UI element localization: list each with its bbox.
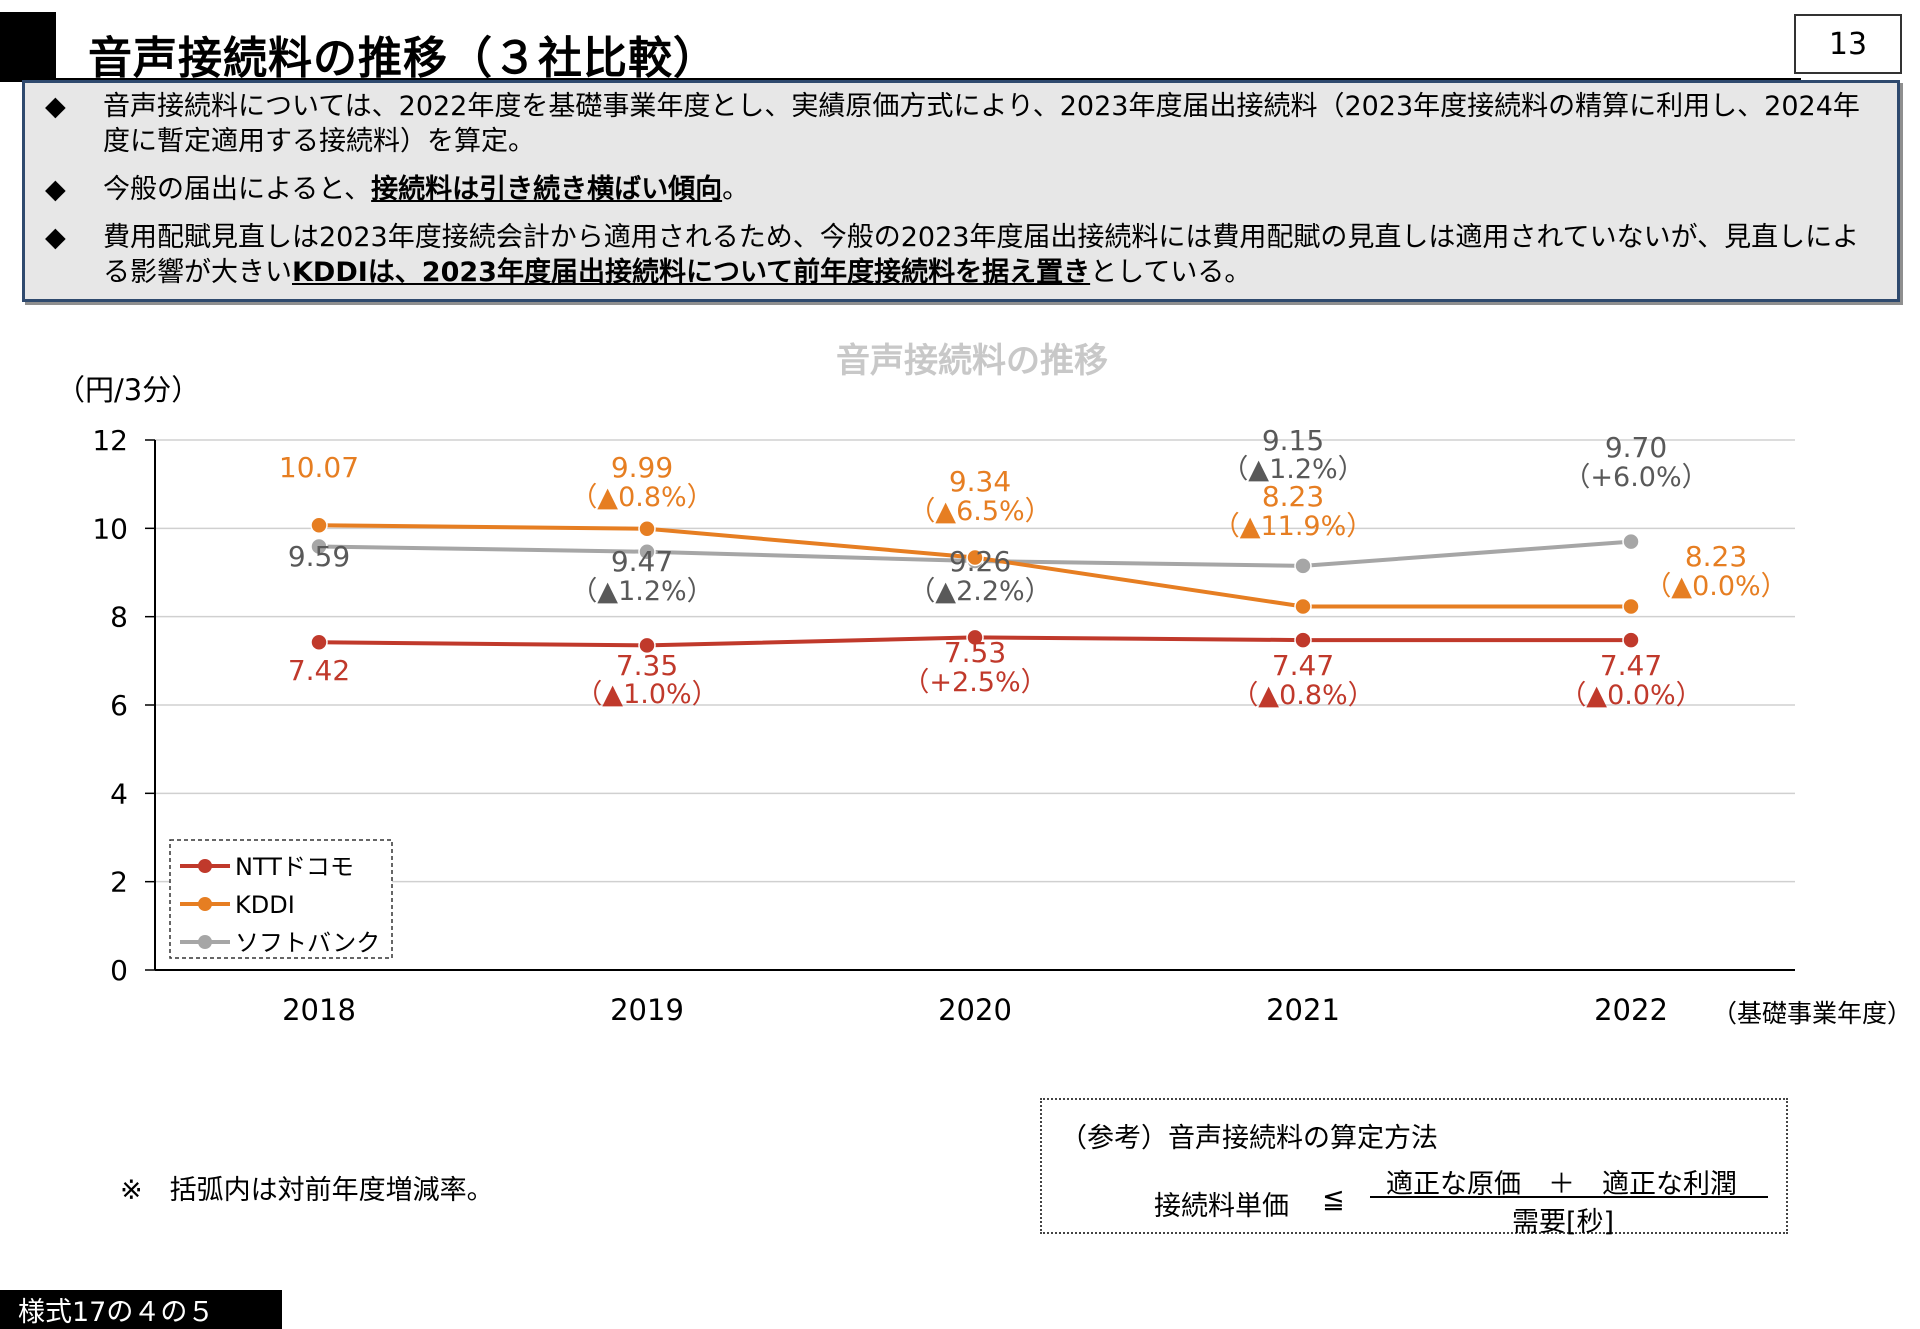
change-label: （▲6.5%） (908, 496, 1051, 527)
form-number-stamp: 様式17の４の５ (0, 1290, 282, 1329)
legend-marker (198, 897, 212, 911)
data-label: 10.07 (279, 451, 359, 484)
data-label: 9.15 (1262, 424, 1324, 457)
data-point (638, 520, 656, 538)
change-label: （▲11.9%） (1213, 511, 1374, 542)
data-point (1294, 557, 1312, 575)
x-tick-label: 2019 (610, 993, 684, 1027)
page-title: 音声接続料の推移（３社比較） (88, 33, 718, 84)
legend-label: KDDI (235, 891, 295, 919)
y-tick-label: 8 (110, 601, 128, 634)
data-point (966, 628, 984, 647)
formula-numerator: 適正な原価 ＋ 適正な利潤 (1386, 1169, 1737, 1200)
data-label: 7.35 (616, 649, 678, 682)
data-label: 9.26 (949, 545, 1011, 578)
bullet-text: 費用配賦見直しは2023年度接続会計から適用されるため、今般の2023年度届出接… (103, 220, 1871, 290)
data-point (310, 537, 328, 556)
summary-bullet-2: ◆ 今般の届出によると、接続料は引き続き横ばい傾向。 (45, 172, 1871, 207)
bullet-text-emphasis: 接続料は引き続き横ばい傾向 (371, 174, 723, 205)
data-label: 8.23 (1685, 540, 1747, 573)
data-label: 7.42 (288, 654, 350, 687)
y-tick-label: 6 (110, 689, 128, 722)
data-point (1622, 532, 1640, 551)
summary-bullet-3: ◆ 費用配賦見直しは2023年度接続会計から適用されるため、今般の2023年度届… (45, 220, 1871, 290)
data-point (310, 633, 328, 652)
formula-denominator: 需要[秒] (1512, 1207, 1615, 1238)
data-label: 9.70 (1605, 431, 1667, 464)
bullet-text-emphasis: KDDIは、2023年度届出接続料について前年度接続料を据え置き (292, 257, 1091, 288)
change-label: （▲1.0%） (575, 679, 718, 710)
data-label: 9.47 (611, 545, 673, 578)
bullet-text-post: としている。 (1090, 257, 1252, 288)
bullet-text: 音声接続料については、2022年度を基礎事業年度とし、実績原価方式により、202… (103, 91, 1860, 157)
legend-label: NTTドコモ (235, 853, 354, 881)
x-tick-label: 2021 (1266, 993, 1340, 1027)
data-label: 9.59 (288, 540, 350, 573)
summary-bullet-1: ◆ 音声接続料については、2022年度を基礎事業年度とし、実績原価方式により、2… (45, 89, 1871, 159)
data-point (1622, 631, 1640, 649)
title-marker (0, 12, 56, 82)
footnote: ※ 括弧内は対前年度増減率。 (120, 1175, 494, 1206)
y-tick-label: 4 (110, 777, 128, 810)
formula-fraction-bar (1370, 1196, 1768, 1198)
data-label: 7.53 (944, 636, 1006, 669)
y-tick-label: 2 (110, 866, 128, 899)
page-number: 13 (1794, 14, 1902, 74)
data-point (966, 548, 984, 567)
change-label: （▲0.0%） (1559, 680, 1702, 711)
data-label: 9.34 (949, 465, 1011, 498)
bullet-text-pre: 費用配賦見直しは2023年度接続会計から適用されるため、今般の2023年度届出接… (103, 222, 1860, 288)
change-label: （+6.0%） (1563, 462, 1708, 493)
x-tick-label: 2022 (1594, 993, 1668, 1027)
y-tick-label: 0 (110, 954, 128, 987)
reference-title: （参考）音声接続料の算定方法 (1060, 1123, 1438, 1154)
diamond-bullet-icon: ◆ (45, 91, 66, 122)
x-tick-label: 2020 (938, 993, 1012, 1027)
change-label: （▲1.2%） (570, 576, 713, 607)
data-point (310, 516, 328, 534)
title-underline (56, 78, 1801, 81)
reference-box: （参考）音声接続料の算定方法 接続料単価 ≦ 適正な原価 ＋ 適正な利潤 需要[… (1040, 1098, 1788, 1238)
y-tick-label: 10 (92, 512, 128, 545)
line-chart: 音声接続料の推移 （円/3分） 0 2 4 6 8 10 12 2018 2019 2020 2021 2… (56, 341, 1912, 1028)
diamond-bullet-icon: ◆ (45, 174, 66, 205)
legend-label: ソフトバンク (235, 929, 380, 957)
bullet-text: 今般の届出によると、接続料は引き続き横ばい傾向。 (103, 172, 1871, 207)
x-axis-label: （基礎事業年度） (1712, 999, 1912, 1028)
change-label: （▲0.8%） (1231, 680, 1374, 711)
change-label: （▲2.2%） (908, 576, 1051, 607)
formula-lhs: 接続料単価 (1154, 1191, 1289, 1222)
data-point (638, 636, 656, 655)
change-label: （▲1.2%） (1221, 454, 1364, 485)
data-label: 8.23 (1262, 480, 1324, 513)
data-point (1294, 597, 1312, 616)
summary-box: ◆ 音声接続料については、2022年度を基礎事業年度とし、実績原価方式により、2… (22, 80, 1900, 302)
legend-marker (198, 935, 212, 949)
formula-leq: ≦ (1322, 1184, 1345, 1215)
change-label: （+2.5%） (902, 667, 1047, 698)
change-label: （▲0.0%） (1644, 571, 1787, 602)
change-label: （▲0.8%） (570, 482, 713, 513)
data-label: 9.99 (611, 451, 673, 484)
y-axis-label: （円/3分） (56, 373, 200, 407)
data-label: 7.47 (1600, 649, 1662, 682)
data-point (638, 542, 656, 561)
chart-title: 音声接続料の推移 (836, 341, 1108, 381)
bullet-text-post: 。 (722, 174, 750, 205)
y-tick-label: 12 (92, 424, 128, 457)
data-point (1294, 631, 1312, 649)
bullet-text-pre: 今般の届出によると、 (103, 174, 372, 205)
x-tick-label: 2018 (282, 993, 356, 1027)
data-point (1622, 597, 1640, 616)
legend-marker (198, 859, 212, 873)
data-label: 7.47 (1272, 649, 1334, 682)
diamond-bullet-icon: ◆ (45, 222, 66, 253)
